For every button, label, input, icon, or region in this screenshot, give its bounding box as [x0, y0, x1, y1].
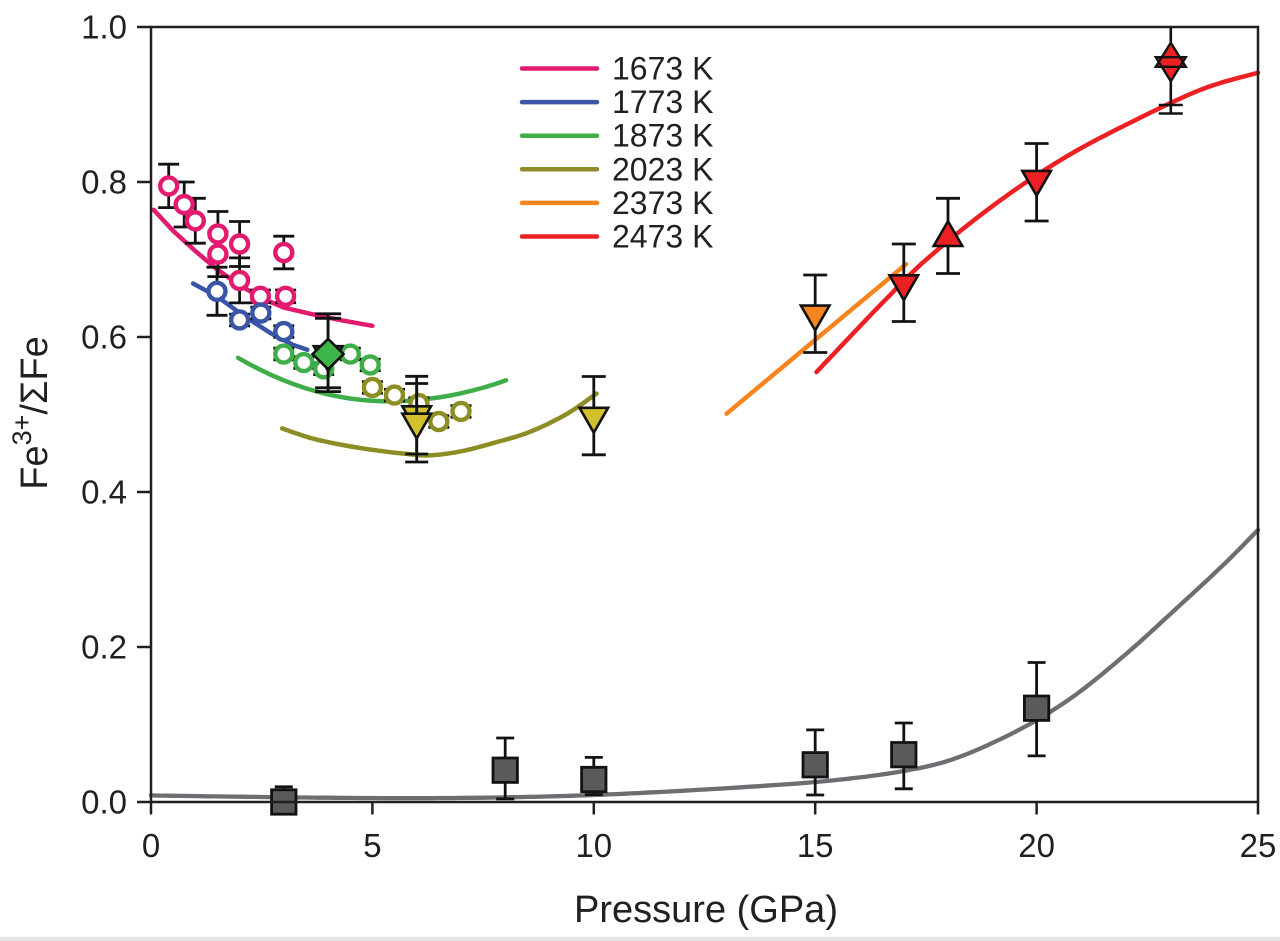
svg-text:0.8: 0.8 — [81, 164, 127, 201]
svg-text:10: 10 — [575, 827, 612, 864]
svg-text:0.4: 0.4 — [81, 474, 127, 511]
svg-text:1773 K: 1773 K — [612, 84, 713, 120]
svg-text:1.0: 1.0 — [81, 9, 127, 46]
svg-text:Pressure (GPa): Pressure (GPa) — [574, 889, 838, 931]
svg-text:0.6: 0.6 — [81, 319, 127, 356]
svg-text:0.2: 0.2 — [81, 629, 127, 666]
svg-text:1873 K: 1873 K — [612, 118, 713, 154]
svg-text:2473 K: 2473 K — [612, 219, 713, 255]
svg-text:20: 20 — [1018, 827, 1055, 864]
svg-text:2373 K: 2373 K — [612, 185, 713, 221]
svg-text:0.0: 0.0 — [81, 784, 127, 821]
svg-text:0: 0 — [142, 827, 160, 864]
svg-text:2023 K: 2023 K — [612, 151, 713, 187]
svg-text:5: 5 — [363, 827, 381, 864]
svg-text:25: 25 — [1240, 827, 1277, 864]
svg-text:1673 K: 1673 K — [612, 51, 713, 87]
svg-text:Fe3+/ΣFe: Fe3+/ΣFe — [7, 336, 56, 490]
svg-text:15: 15 — [797, 827, 834, 864]
